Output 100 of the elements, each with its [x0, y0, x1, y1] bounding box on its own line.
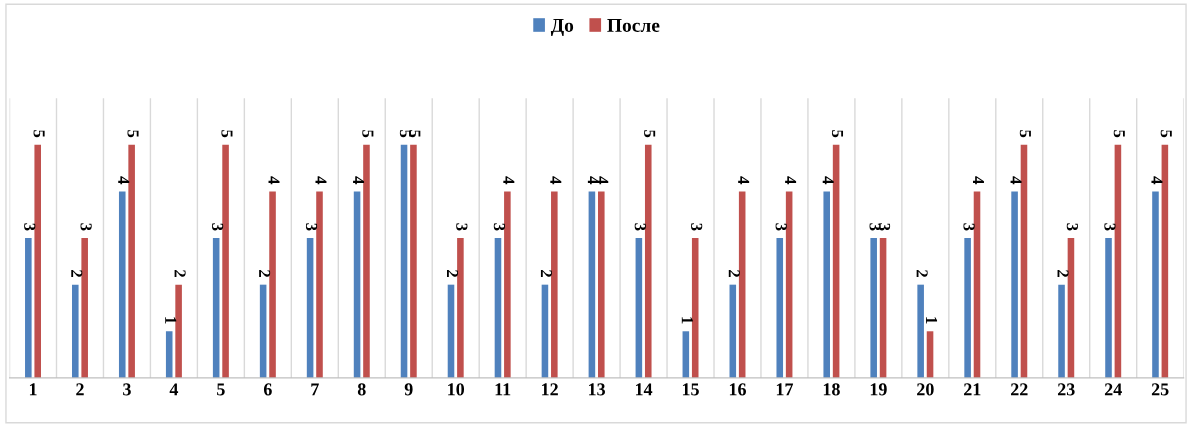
data-label: 3: [305, 223, 318, 231]
data-label: 3: [80, 223, 92, 231]
bar: [1161, 144, 1169, 378]
bar: [729, 284, 737, 378]
data-label: 5: [409, 130, 421, 138]
x-tick-label: 6: [263, 383, 272, 396]
data-label: 5: [1160, 130, 1172, 138]
data-label: 2: [259, 270, 271, 277]
bar: [81, 238, 88, 378]
x-tick-label: 19: [870, 383, 887, 396]
bar: [879, 238, 887, 378]
x-tick-label: 11: [495, 383, 511, 396]
x-tick-label: 2: [76, 383, 84, 396]
data-label: 4: [550, 176, 562, 185]
data-label: 4: [587, 176, 599, 185]
data-label: 1: [926, 317, 938, 324]
data-label: 3: [878, 223, 891, 231]
bar: [644, 144, 652, 378]
bar: [738, 191, 746, 378]
bar: [1067, 238, 1075, 378]
bar: [598, 191, 605, 378]
x-tick-label: 7: [311, 383, 319, 396]
data-label: 3: [456, 223, 468, 231]
bar: [1058, 284, 1065, 378]
x-tick-label: 21: [964, 383, 981, 396]
data-label: 4: [353, 176, 365, 185]
x-tick-label: 5: [217, 383, 225, 396]
bar: [212, 238, 220, 378]
x-tick-label: 4: [169, 383, 179, 396]
data-label: 5: [831, 130, 844, 138]
data-label: 4: [503, 176, 515, 185]
bar: [353, 191, 361, 378]
data-label: 2: [728, 270, 740, 277]
bar: [494, 238, 502, 378]
bar: [551, 191, 558, 378]
x-tick-label: 16: [729, 383, 746, 396]
data-label: 4: [738, 176, 750, 185]
x-tick-label: 24: [1104, 383, 1122, 396]
data-label: 2: [71, 270, 83, 277]
data-label: 2: [447, 270, 459, 277]
x-tick-label: 22: [1011, 383, 1028, 396]
data-label: 4: [268, 176, 280, 185]
bar: [1152, 191, 1159, 378]
bar: [917, 284, 924, 378]
bar: [541, 284, 549, 378]
bar: [682, 331, 690, 378]
bar: [447, 284, 455, 378]
bar: [1011, 191, 1018, 378]
data-label: 1: [165, 317, 177, 324]
bar: [269, 191, 276, 378]
data-label: 4: [973, 176, 984, 185]
bar: [259, 284, 267, 378]
data-label: 4: [315, 176, 327, 185]
bar: [926, 331, 934, 378]
data-label: 3: [691, 223, 703, 231]
data-label: 2: [540, 270, 552, 277]
bar: [400, 144, 408, 378]
bar: [34, 144, 41, 378]
data-label: 4: [1151, 176, 1163, 185]
data-label: 5: [1113, 130, 1125, 138]
data-label: 4: [785, 176, 797, 185]
bar: [222, 144, 229, 378]
bar: [964, 238, 971, 378]
x-tick-label: 23: [1057, 383, 1075, 396]
x-tick-label: 14: [635, 383, 653, 396]
x-tick-label: 17: [776, 383, 794, 396]
bar: [504, 191, 511, 378]
data-label: 5: [33, 130, 45, 138]
data-label: 3: [212, 223, 224, 231]
data-label: 3: [869, 223, 881, 231]
bar: [165, 331, 173, 378]
data-label: 3: [963, 223, 975, 231]
bar: [363, 144, 370, 378]
x-tick-label: 10: [448, 383, 465, 396]
bar: [870, 238, 877, 378]
data-label: 4: [597, 176, 609, 185]
bar: [118, 191, 126, 378]
data-label: 3: [1066, 223, 1078, 231]
x-tick-label: 12: [542, 383, 558, 396]
bar: [823, 191, 831, 378]
bar: [306, 238, 314, 378]
data-label: 4: [1010, 176, 1022, 185]
data-label: 3: [634, 223, 646, 231]
data-label: 5: [1019, 130, 1031, 138]
bar: [776, 238, 784, 378]
data-label: 5: [127, 130, 139, 138]
x-tick-label: 3: [123, 383, 131, 396]
bar: [832, 144, 840, 378]
bar: [785, 191, 793, 378]
bar: [410, 144, 417, 378]
legend-label: После: [607, 19, 660, 32]
x-tick-label: 20: [917, 383, 934, 396]
data-label: 3: [1104, 223, 1116, 231]
bar: [973, 191, 981, 378]
x-tick-label: 15: [682, 383, 699, 396]
data-label: 2: [1057, 270, 1069, 277]
data-label: 4: [118, 176, 130, 185]
data-label: 2: [174, 270, 186, 277]
bar: [588, 191, 596, 378]
x-tick-label: 13: [589, 383, 606, 396]
